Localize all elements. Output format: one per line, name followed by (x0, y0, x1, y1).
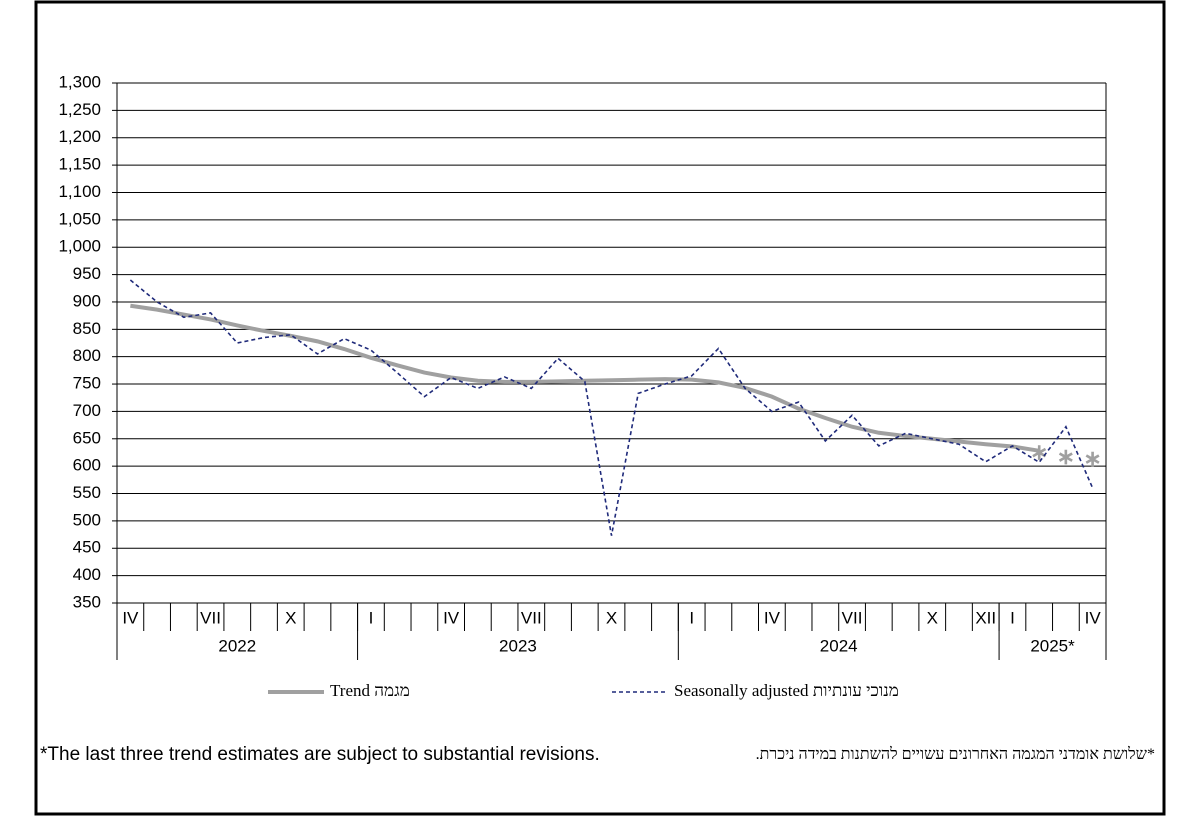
y-tick-label: 400 (73, 565, 101, 584)
x-tick-label: I (1010, 608, 1015, 627)
legend-label: Trend מגמה (330, 681, 410, 700)
x-tick-label: XII (975, 608, 996, 627)
x-tick-label: IV (122, 608, 139, 627)
y-tick-label: 500 (73, 510, 101, 529)
y-tick-label: 1,200 (58, 127, 101, 146)
x-tick-label: I (369, 608, 374, 627)
y-tick-label: 800 (73, 346, 101, 365)
y-tick-label: 600 (73, 456, 101, 475)
y-tick-label: 1,050 (58, 209, 101, 228)
y-tick-label: 1,250 (58, 100, 101, 119)
y-tick-label: 450 (73, 538, 101, 557)
trend-estimate-marker: ∗ (1083, 446, 1101, 471)
x-tick-label: VII (200, 608, 221, 627)
x-tick-label: X (927, 608, 938, 627)
y-tick-label: 1,150 (58, 155, 101, 174)
x-tick-label: VII (521, 608, 542, 627)
y-tick-label: 850 (73, 319, 101, 338)
trend-estimate-marker: ∗ (1057, 444, 1075, 469)
x-tick-label: X (606, 608, 617, 627)
trend-line (130, 303, 1040, 453)
trend-estimate-marker: ∗ (1030, 440, 1048, 465)
y-tick-label: 750 (73, 374, 101, 393)
x-tick-label: I (689, 608, 694, 627)
year-label: 2022 (218, 636, 256, 655)
year-label: 2023 (499, 636, 537, 655)
y-tick-label: 700 (73, 401, 101, 420)
y-tick-label: 950 (73, 264, 101, 283)
frame (34, 0, 1166, 816)
x-tick-label: VII (842, 608, 863, 627)
y-tick-label: 650 (73, 428, 101, 447)
year-label: 2024 (820, 636, 858, 655)
sa-line (129, 279, 1094, 536)
y-tick-label: 900 (73, 291, 101, 310)
x-tick-label: IV (443, 608, 460, 627)
x-tick-label: IV (1085, 608, 1102, 627)
y-tick-label: 350 (73, 592, 101, 611)
legend-label: Seasonally adjusted מנוכי עונתיות (674, 681, 899, 700)
y-tick-label: 550 (73, 483, 101, 502)
x-tick-label: IV (764, 608, 781, 627)
y-tick-label: 1,000 (58, 237, 101, 256)
year-label: 2025* (1030, 636, 1075, 655)
y-tick-label: 1,300 (58, 72, 101, 91)
footnote-en: *The last three trend estimates are subj… (40, 744, 600, 765)
y-tick-label: 1,100 (58, 182, 101, 201)
footnote-he: *שלושת אומדני המגמה האחרונים עשויים להשת… (755, 746, 1155, 763)
x-tick-label: X (285, 608, 296, 627)
